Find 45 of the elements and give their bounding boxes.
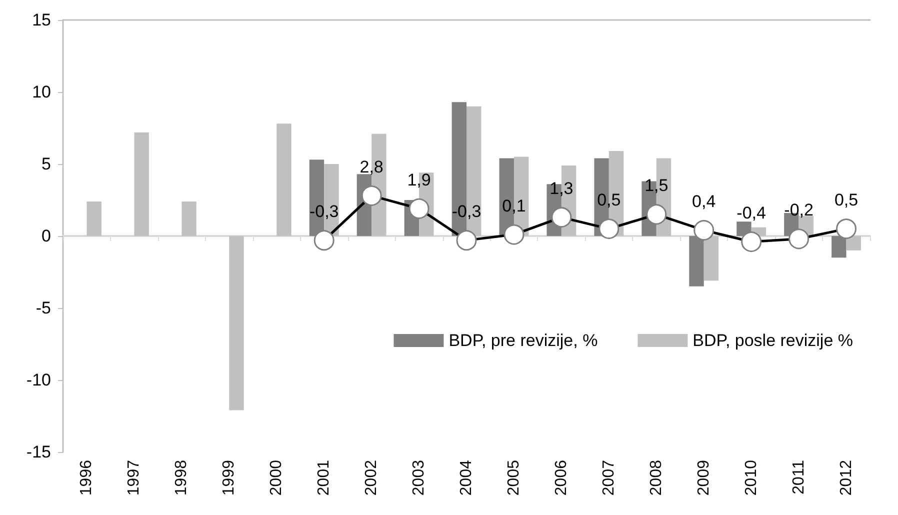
data-label: 1,3 (550, 179, 574, 198)
x-tick-label: 2007 (600, 460, 618, 496)
y-tick-label: 5 (42, 154, 51, 174)
y-tick-label: 10 (32, 82, 51, 102)
data-label: 1,9 (407, 170, 431, 190)
y-tick-label: -10 (26, 370, 51, 390)
bar (846, 236, 861, 250)
bar (182, 201, 196, 236)
x-tick-label: 2010 (742, 460, 760, 496)
x-tick-label: 2002 (363, 460, 380, 496)
data-label: 0,5 (597, 190, 621, 210)
data-label: -0,4 (736, 204, 766, 223)
x-tick-label: 2004 (458, 460, 475, 496)
x-tick-label: 2000 (268, 460, 286, 496)
legend-label: BDP, pre revizije, % (448, 331, 598, 350)
y-tick-label: -15 (26, 442, 51, 462)
data-label: -0,3 (309, 202, 339, 222)
bar (86, 201, 102, 236)
x-tick-label: 2005 (505, 460, 522, 496)
x-tick-label: 2006 (552, 460, 570, 496)
bar (229, 236, 244, 410)
data-label: 0,1 (502, 196, 526, 216)
x-tick-label: 2003 (410, 460, 428, 496)
data-label: 0,5 (834, 190, 858, 210)
y-tick-label: 0 (42, 226, 51, 246)
bar (276, 124, 292, 236)
x-tick-label: 1999 (220, 460, 238, 496)
x-tick-label: 2012 (838, 460, 855, 496)
bar (134, 132, 149, 236)
x-tick-label: 1996 (78, 460, 96, 496)
y-tick-label: 15 (32, 10, 51, 30)
y-tick-label: -5 (36, 298, 51, 318)
bar (704, 236, 719, 281)
data-label: -0,3 (452, 202, 482, 222)
x-tick-label: 1998 (173, 460, 190, 496)
x-tick-label: 2011 (790, 460, 808, 494)
legend-label: BDP, posle revizije % (692, 331, 854, 350)
data-label: 1,5 (644, 176, 668, 196)
x-tick-label: 2008 (648, 460, 665, 496)
x-tick-label: 1997 (126, 460, 143, 496)
x-tick-label: 2001 (316, 460, 333, 496)
x-tick-label: 2009 (695, 460, 712, 496)
data-label: 0,4 (692, 192, 716, 211)
data-label: -0,2 (784, 200, 814, 220)
data-label: 2,8 (360, 157, 384, 176)
